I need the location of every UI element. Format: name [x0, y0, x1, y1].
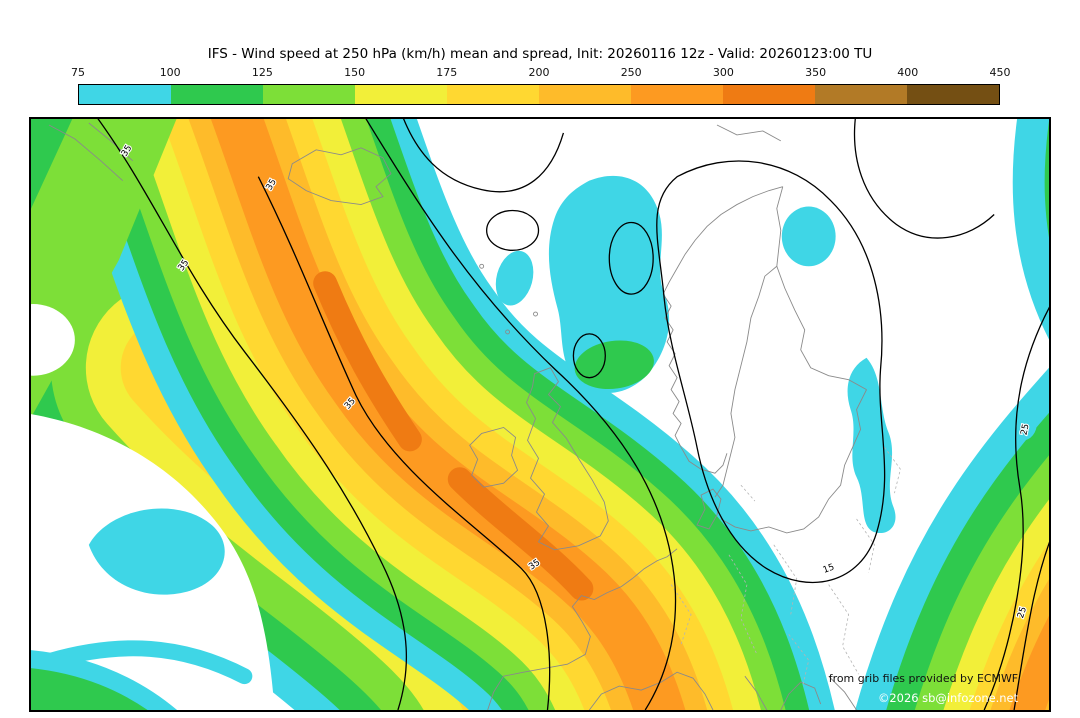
country-borders: [670, 447, 901, 687]
jet-band-southeast: [855, 367, 1049, 710]
bottomleft-patches: [31, 508, 253, 710]
coastlines-shape: [716, 124, 782, 142]
bottomleft-patches-shape: [40, 640, 253, 685]
colorbar-tick-label: 250: [620, 66, 642, 79]
country-borders-shape: [884, 447, 901, 494]
map-frame: 35 35 35 35 35 15 25 25 from grib files provide…: [29, 117, 1051, 712]
coastlines-shape: [696, 488, 722, 530]
colorbar-tick-label: 175: [436, 66, 458, 79]
coastlines-shape: [780, 681, 822, 710]
coastlines-shape: [662, 186, 783, 448]
coastlines-shape: [487, 548, 678, 710]
coastlines-shape: [287, 147, 392, 206]
colorbar-ticks: 75 100 125 150 175 200 250 300 350 400 450: [71, 66, 1011, 80]
spread-contours-shape: [97, 119, 407, 710]
jet-band-main-shape: [210, 119, 686, 710]
colorbar-tick-label: 400: [897, 66, 919, 79]
coastlines-shape: [469, 426, 519, 488]
colorbar-tick-label: 150: [344, 66, 366, 79]
norwegian-sea-patches-shape: [847, 357, 896, 534]
coastlines-shape: [48, 124, 124, 182]
attribution: from grib files provided by ECMWF ©2026 …: [829, 672, 1019, 705]
colorbar-cell: [355, 85, 447, 104]
coastlines-shape: [88, 122, 134, 162]
jet-band-southeast-shape: [1009, 615, 1049, 710]
norwegian-sea-patches-shape: [781, 206, 836, 267]
contour-label: 25: [1019, 423, 1031, 436]
bottomleft-patches-shape: [88, 508, 225, 595]
low-wind-white-areas-shape: [31, 304, 75, 376]
coastlines-shape: [479, 263, 485, 269]
country-borders-shape: [670, 584, 692, 645]
spread-contours-shape: [572, 333, 606, 379]
spread-contours-shape: [257, 176, 551, 710]
norwegian-sea-patches-shape: [495, 250, 534, 306]
colorbar-tick-label: 300: [712, 66, 734, 79]
colorbar-tick-label: 450: [989, 66, 1011, 79]
spread-contours-shape: [608, 221, 654, 295]
country-borders-shape: [788, 634, 810, 687]
colorbar-tick-label: 125: [251, 66, 273, 79]
colorbar-cell: [723, 85, 815, 104]
colorbar-cell: [263, 85, 355, 104]
spread-contours-shape: [983, 306, 1049, 710]
colorbar-cell: [907, 85, 999, 104]
bottomleft-patches-shape: [31, 665, 152, 710]
coastlines-shape: [680, 447, 728, 474]
colorbar: [78, 84, 1000, 105]
attribution-source: from grib files provided by ECMWF: [829, 672, 1018, 685]
spread-contours: [97, 119, 1049, 710]
colorbar-cell: [815, 85, 907, 104]
attribution-copyright: ©2026 sb@infozone.net: [878, 691, 1019, 705]
colorbar-cell: [631, 85, 723, 104]
coastlines: [48, 122, 867, 710]
spread-contours-shape: [365, 119, 677, 710]
coastlines-shape: [714, 186, 784, 498]
spread-contours-shape: [656, 160, 886, 583]
spread-contours-shape: [1013, 541, 1049, 710]
colorbar-tick-label: 350: [805, 66, 827, 79]
jet-band-main-shape: [313, 271, 422, 452]
country-borders-shape: [773, 544, 798, 615]
colorbar-tick-label: 75: [71, 66, 85, 79]
contour-label: 25: [1016, 606, 1029, 620]
colorbar-cell: [447, 85, 539, 104]
spread-contours-shape: [853, 119, 995, 239]
country-borders-shape: [828, 584, 859, 675]
colorbar-cell: [539, 85, 631, 104]
colorbar-tick-label: 200: [528, 66, 550, 79]
jet-band-main: [56, 119, 835, 710]
country-borders-shape: [740, 484, 756, 502]
spread-contours-shape: [403, 119, 565, 193]
colorbar-cell: [171, 85, 263, 104]
bottomleft-patches-shape: [31, 650, 178, 710]
coastlines-shape: [533, 311, 538, 317]
coastlines-shape: [828, 675, 857, 710]
jet-band-main-shape: [447, 467, 594, 601]
spread-contours-shape: [486, 209, 540, 251]
country-borders-shape: [856, 518, 875, 573]
colorbar-cell: [79, 85, 171, 104]
coastlines-shape: [505, 329, 511, 335]
country-borders-shape: [728, 554, 758, 655]
coastlines-shape: [776, 266, 867, 391]
coastlines-shape: [720, 389, 867, 534]
coastlines-shape: [526, 367, 609, 551]
coastlines-shape: [588, 671, 714, 710]
coastlines-shape: [744, 675, 768, 710]
chart-title: IFS - Wind speed at 250 hPa (km/h) mean …: [207, 46, 873, 62]
colorbar-tick-label: 100: [159, 66, 181, 79]
